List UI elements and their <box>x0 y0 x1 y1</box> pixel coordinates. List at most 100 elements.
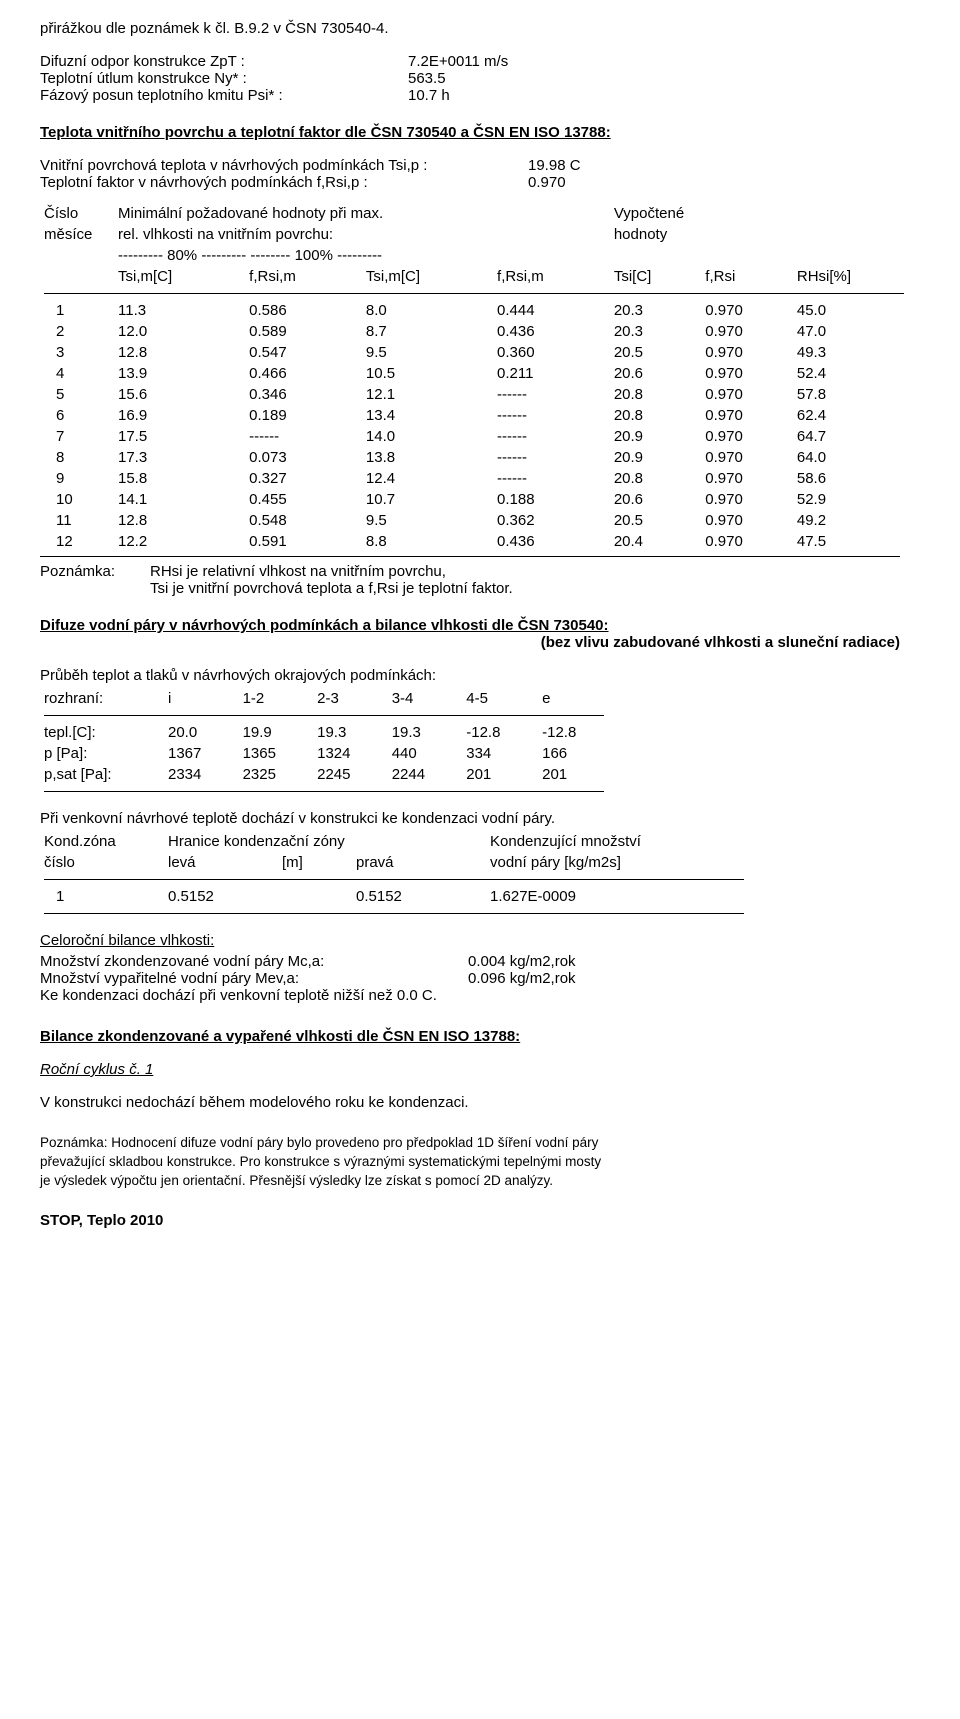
hdr-cell: pravá <box>352 852 486 873</box>
cell: 440 <box>388 743 463 764</box>
table-row: 515.60.34612.1------20.80.97057.8 <box>40 384 914 405</box>
cell: 11.3 <box>114 300 245 321</box>
cell: 2334 <box>164 764 239 785</box>
cell: 2325 <box>239 764 314 785</box>
cell: 9 <box>40 468 114 489</box>
cell: 0.346 <box>245 384 362 405</box>
note-text: Tsi je vnitřní povrchová teplota a f,Rsi… <box>150 580 513 597</box>
cell: 64.7 <box>793 426 914 447</box>
cell: 19.9 <box>239 722 314 743</box>
cell: 20.4 <box>610 531 701 552</box>
cell: 6 <box>40 405 114 426</box>
cell: 1 <box>40 300 114 321</box>
cell: 20.3 <box>610 321 701 342</box>
section-heading-3: Bilance zkondenzované a vypařené vlhkost… <box>40 1028 920 1045</box>
balance-line3: Ke kondenzaci dochází při venkovní teplo… <box>40 987 920 1004</box>
cell: 2245 <box>313 764 388 785</box>
table-row: 111.30.5868.00.44420.30.97045.0 <box>40 300 914 321</box>
cell: 0.360 <box>493 342 610 363</box>
cell: 10.7 <box>362 489 493 510</box>
note-2-l2: převažující skladbou konstrukce. Pro kon… <box>40 1154 920 1169</box>
cell: 0.970 <box>701 489 793 510</box>
table-row: p,sat [Pa]:2334232522452244201201 <box>40 764 614 785</box>
section-heading-1: Teplota vnitřního povrchu a teplotní fak… <box>40 124 920 141</box>
cell <box>278 886 352 907</box>
cell: 20.6 <box>610 363 701 384</box>
table-row: 1014.10.45510.70.18820.60.97052.9 <box>40 489 914 510</box>
table-row: 1212.20.5918.80.43620.40.97047.5 <box>40 531 914 552</box>
monthly-table: Číslo Minimální požadované hodnoty při m… <box>40 203 914 552</box>
hdr-cell: Číslo <box>40 203 114 224</box>
cell: 0.970 <box>701 531 793 552</box>
cell: tepl.[C]: <box>40 722 164 743</box>
hdr-cell: Kond.zóna <box>40 831 164 852</box>
profile-title: Průběh teplot a tlaků v návrhových okraj… <box>40 667 920 684</box>
cell: 0.436 <box>493 531 610 552</box>
cell: 14.0 <box>362 426 493 447</box>
cond-table: Kond.zóna Hranice kondenzační zóny Konde… <box>40 831 754 920</box>
cell: 0.362 <box>493 510 610 531</box>
kv-value: 0.004 kg/m2,rok <box>468 953 576 970</box>
cell: 1.627E-0009 <box>486 886 754 907</box>
cycle-result: V konstrukci nedochází během modelového … <box>40 1094 920 1111</box>
cell: 1 <box>40 886 164 907</box>
hdr-cell: měsíce <box>40 224 114 245</box>
hdr-cell: [m] <box>278 852 352 873</box>
cell: 1324 <box>313 743 388 764</box>
col-header: 2-3 <box>313 688 388 709</box>
col-header: RHsi[%] <box>793 266 914 287</box>
cell: 0.211 <box>493 363 610 384</box>
cell: 0.970 <box>701 321 793 342</box>
cell: 10.5 <box>362 363 493 384</box>
cell: -12.8 <box>538 722 614 743</box>
cell: -12.8 <box>462 722 538 743</box>
cell: 16.9 <box>114 405 245 426</box>
kv-label: Teplotní faktor v návrhových podmínkách … <box>40 174 528 191</box>
cell: 12.8 <box>114 510 245 531</box>
hdr-cell: hodnoty <box>610 224 914 245</box>
cell: ------ <box>493 468 610 489</box>
cell: 15.6 <box>114 384 245 405</box>
cell: 12.4 <box>362 468 493 489</box>
table-row: 413.90.46610.50.21120.60.97052.4 <box>40 363 914 384</box>
col-header: Tsi,m[C] <box>362 266 493 287</box>
cond-line: Při venkovní návrhové teplotě dochází v … <box>40 810 920 827</box>
cell: 0.073 <box>245 447 362 468</box>
cell: 201 <box>538 764 614 785</box>
cell: 14.1 <box>114 489 245 510</box>
cell: 20.5 <box>610 510 701 531</box>
table-row: 1112.80.5489.50.36220.50.97049.2 <box>40 510 914 531</box>
hdr-cell: číslo <box>40 852 164 873</box>
cell: 12.2 <box>114 531 245 552</box>
kv-value: 0.970 <box>528 174 581 191</box>
note-2-l3: je výsledek výpočtu jen orientační. Přes… <box>40 1173 920 1188</box>
cell: 0.970 <box>701 384 793 405</box>
cell: 0.970 <box>701 300 793 321</box>
cell: 7 <box>40 426 114 447</box>
cell: ------ <box>493 426 610 447</box>
cell: 0.970 <box>701 363 793 384</box>
cell: 20.8 <box>610 468 701 489</box>
cell: 20.6 <box>610 489 701 510</box>
col-header: f,Rsi,m <box>493 266 610 287</box>
cell: 52.9 <box>793 489 914 510</box>
kv-label: Fázový posun teplotního kmitu Psi* : <box>40 87 408 104</box>
kv-label: Vnitřní povrchová teplota v návrhových p… <box>40 157 528 174</box>
cell: 0.188 <box>493 489 610 510</box>
col-header: Tsi,m[C] <box>114 266 245 287</box>
note-1: Poznámka: RHsi je relativní vlhkost na v… <box>40 563 920 597</box>
table-divider <box>40 556 900 557</box>
cell: 0.970 <box>701 510 793 531</box>
section-heading-2b: (bez vlivu zabudované vlhkosti a slunečn… <box>40 634 900 651</box>
cell: 2244 <box>388 764 463 785</box>
cell: 20.9 <box>610 447 701 468</box>
kv-block-2: Vnitřní povrchová teplota v návrhových p… <box>40 157 581 191</box>
footer: STOP, Teplo 2010 <box>40 1212 920 1229</box>
cell: 0.591 <box>245 531 362 552</box>
cell: 0.189 <box>245 405 362 426</box>
cell: 2 <box>40 321 114 342</box>
cell: ------ <box>493 447 610 468</box>
cell: 64.0 <box>793 447 914 468</box>
hdr-cell: Hranice kondenzační zóny <box>164 831 486 852</box>
table-row: tepl.[C]:20.019.919.319.3-12.8-12.8 <box>40 722 614 743</box>
